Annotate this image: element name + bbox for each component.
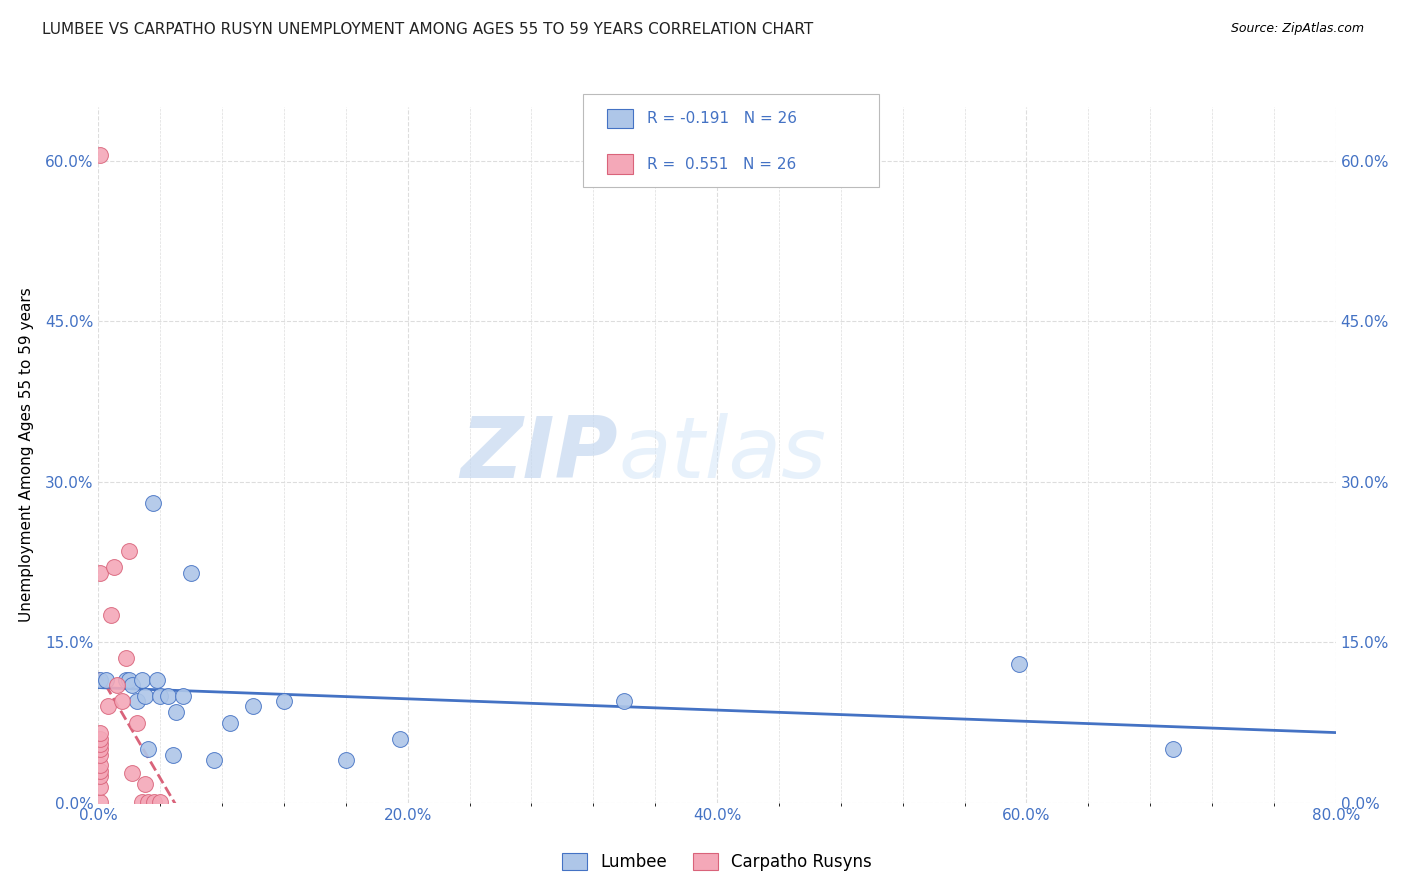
Point bbox=[97, 699, 120, 714]
Point bbox=[136, 742, 159, 756]
Point bbox=[204, 753, 226, 767]
Point bbox=[172, 689, 194, 703]
Point bbox=[89, 769, 111, 783]
Point bbox=[96, 673, 118, 687]
Point bbox=[1007, 657, 1029, 671]
Point bbox=[1161, 742, 1184, 756]
Point bbox=[89, 795, 111, 809]
Point bbox=[149, 689, 172, 703]
Point bbox=[118, 673, 141, 687]
Point bbox=[89, 148, 111, 162]
Point bbox=[335, 753, 357, 767]
Point bbox=[89, 764, 111, 778]
Text: R =  0.551   N = 26: R = 0.551 N = 26 bbox=[647, 157, 796, 171]
Point bbox=[127, 715, 149, 730]
Point bbox=[134, 689, 156, 703]
Point bbox=[89, 747, 111, 762]
Point bbox=[149, 795, 172, 809]
Point bbox=[89, 758, 111, 772]
Y-axis label: Unemployment Among Ages 55 to 59 years: Unemployment Among Ages 55 to 59 years bbox=[18, 287, 34, 623]
Point bbox=[115, 651, 138, 665]
Point bbox=[89, 742, 111, 756]
Legend: Lumbee, Carpatho Rusyns: Lumbee, Carpatho Rusyns bbox=[555, 847, 879, 878]
Point bbox=[131, 673, 153, 687]
Point bbox=[613, 694, 636, 708]
Point bbox=[115, 673, 138, 687]
Point bbox=[111, 694, 132, 708]
Point bbox=[121, 765, 143, 780]
Text: ZIP: ZIP bbox=[460, 413, 619, 497]
Point bbox=[131, 795, 153, 809]
Point bbox=[89, 737, 111, 751]
Point bbox=[180, 566, 202, 580]
Text: R = -0.191   N = 26: R = -0.191 N = 26 bbox=[647, 112, 797, 126]
Point bbox=[136, 795, 159, 809]
Point bbox=[157, 689, 180, 703]
Point bbox=[141, 496, 165, 510]
Text: atlas: atlas bbox=[619, 413, 827, 497]
Point bbox=[219, 715, 242, 730]
Point bbox=[105, 678, 128, 692]
Point bbox=[273, 694, 295, 708]
Point bbox=[127, 694, 149, 708]
Point bbox=[242, 699, 264, 714]
Text: Source: ZipAtlas.com: Source: ZipAtlas.com bbox=[1230, 22, 1364, 36]
Point bbox=[89, 731, 111, 746]
Point bbox=[89, 566, 111, 580]
Point bbox=[89, 726, 111, 740]
Point bbox=[146, 673, 169, 687]
Point bbox=[165, 705, 187, 719]
Point bbox=[89, 673, 111, 687]
Point bbox=[89, 780, 111, 794]
Point bbox=[388, 731, 412, 746]
Text: LUMBEE VS CARPATHO RUSYN UNEMPLOYMENT AMONG AGES 55 TO 59 YEARS CORRELATION CHAR: LUMBEE VS CARPATHO RUSYN UNEMPLOYMENT AM… bbox=[42, 22, 814, 37]
Point bbox=[100, 608, 122, 623]
Point bbox=[103, 560, 125, 574]
Point bbox=[121, 678, 143, 692]
Point bbox=[162, 747, 184, 762]
Point bbox=[118, 544, 141, 558]
Point bbox=[143, 795, 166, 809]
Point bbox=[134, 776, 156, 790]
